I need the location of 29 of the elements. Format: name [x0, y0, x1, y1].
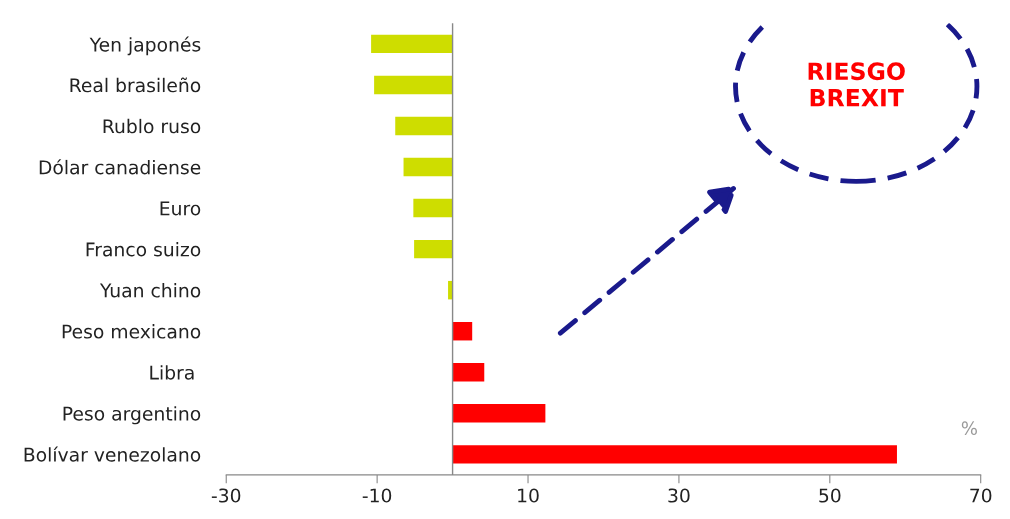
bar [452, 404, 546, 423]
y-tick-label: Real brasileño [70, 77, 201, 93]
y-tick-label: Yen japonés [89, 36, 201, 56]
bar [452, 445, 897, 464]
bar [374, 75, 453, 95]
y-tick-label: Franco suizo [86, 242, 201, 257]
x-tick-label: -30 [211, 488, 241, 503]
y-tick-label: Peso argentino [63, 406, 201, 425]
bar [414, 239, 453, 259]
y-tick-label: Yuan chino [99, 283, 201, 298]
bar [452, 363, 485, 382]
y-tick-label: Rublo ruso [103, 118, 201, 134]
x-tick-label: 50 [819, 488, 841, 503]
y-tick-label: Peso mexicano [62, 324, 201, 339]
x-tick-label: 70 [970, 488, 992, 503]
x-tick-label: 30 [668, 488, 690, 503]
bar [403, 157, 453, 177]
y-tick-label: Libra [150, 365, 194, 380]
bar [371, 34, 453, 54]
annotation: % [961, 421, 977, 435]
annotation: RIESGO BREXIT [808, 62, 905, 107]
x-tick-label: -10 [362, 488, 392, 503]
bar [413, 198, 453, 218]
y-tick-label: Euro [160, 201, 201, 216]
y-tick-label: Bolívar venezolano [24, 446, 201, 462]
bar [395, 116, 453, 136]
x-tick-label: 10 [518, 488, 539, 503]
bar [452, 321, 473, 341]
y-tick-label: Dólar canadiense [39, 159, 201, 175]
